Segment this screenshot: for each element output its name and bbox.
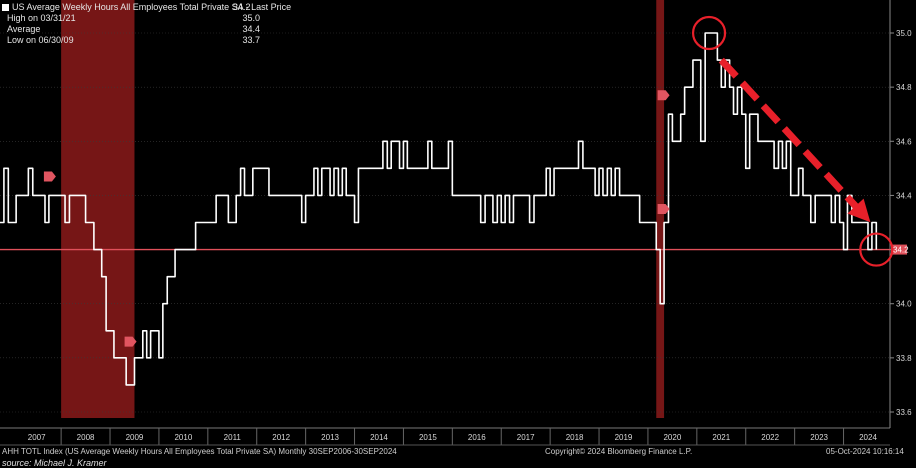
legend-row-high: High on 03/31/21 35.0: [2, 13, 260, 24]
event-marker: [43, 171, 56, 182]
y-tick-label: 34.6: [896, 137, 912, 146]
x-tick-label: 2022: [761, 433, 779, 442]
y-tick-label: 34.0: [896, 300, 912, 309]
last-price-line: 34.2: [0, 244, 909, 255]
legend-title-value: 34.2: [233, 2, 251, 12]
x-tick-label: 2009: [126, 433, 144, 442]
series-swatch: [2, 4, 9, 12]
y-tick-label: 34.8: [896, 83, 912, 92]
series-path: [0, 32, 878, 386]
event-marker: [657, 203, 670, 214]
last-price-tag: [891, 244, 907, 255]
x-tick-label: 2023: [810, 433, 828, 442]
x-axis: 2007 2008 2009 2010 2011 2012 2013 2014 2015 2016…: [0, 427, 890, 446]
legend-label: Average: [7, 24, 41, 34]
x-tick-label: 2013: [321, 433, 339, 442]
legend: US Average Weekly Hours All Employees To…: [2, 2, 291, 46]
recession-bands: [61, 0, 665, 418]
legend-title: US Average Weekly Hours All Employees To…: [12, 2, 292, 12]
y-tick-label: 33.6: [896, 408, 912, 417]
x-tick-label: 2015: [419, 433, 437, 442]
event-marker: [657, 90, 670, 101]
y-tick-label: 35.0: [896, 29, 912, 38]
x-tick-label: 2016: [468, 433, 486, 442]
series-line: [0, 32, 878, 386]
y-axis: 35.0 34.8 34.6 34.4 34.0 33.8 33.6: [889, 0, 912, 428]
copyright: Copyright© 2024 Bloomberg Finance L.P.: [545, 447, 693, 456]
legend-label: Low on 06/30/09: [7, 35, 74, 45]
x-tick-label: 2019: [615, 433, 633, 442]
legend-title-row: US Average Weekly Hours All Employees To…: [2, 2, 291, 13]
legend-value: 34.4: [242, 24, 260, 34]
legend-row-average: Average 34.4: [2, 24, 260, 35]
x-tick-label: 2012: [272, 433, 290, 442]
x-tick-label: 2011: [224, 433, 242, 442]
x-tick-label: 2017: [517, 433, 535, 442]
x-tick-label: 2014: [370, 433, 388, 442]
event-marker: [124, 336, 137, 347]
y-tick-label: 34.4: [896, 191, 912, 200]
legend-value: 35.0: [242, 13, 260, 23]
annotations: [691, 15, 894, 267]
annotation-arrow-head: [847, 198, 871, 223]
recession-band: [61, 0, 135, 418]
x-tick-label: 2020: [663, 433, 681, 442]
annotation-circle: [691, 15, 727, 51]
index-description: AHH TOTL Index (US Average Weekly Hours …: [2, 447, 397, 456]
last-price-label: 34.2: [893, 246, 909, 255]
annotation-arrow-shaft: [718, 57, 861, 212]
x-tick-label: 2010: [174, 433, 192, 442]
timestamp: 05-Oct-2024 10:16:14: [826, 447, 904, 456]
legend-label: High on 03/31/21: [7, 13, 76, 23]
x-tick-label: 2021: [712, 433, 730, 442]
legend-value: 33.7: [242, 35, 260, 45]
x-tick-label: 2024: [859, 433, 877, 442]
event-markers: [43, 90, 670, 347]
y-tick-label: 33.8: [896, 354, 912, 363]
source-credit: source: Michael J. Kramer: [2, 458, 107, 468]
x-tick-label: 2007: [28, 433, 46, 442]
legend-row-low: Low on 06/30/09 33.7: [2, 35, 260, 46]
x-tick-label: 2008: [77, 433, 95, 442]
x-tick-label: 2018: [566, 433, 584, 442]
annotation-circle: [859, 232, 894, 267]
